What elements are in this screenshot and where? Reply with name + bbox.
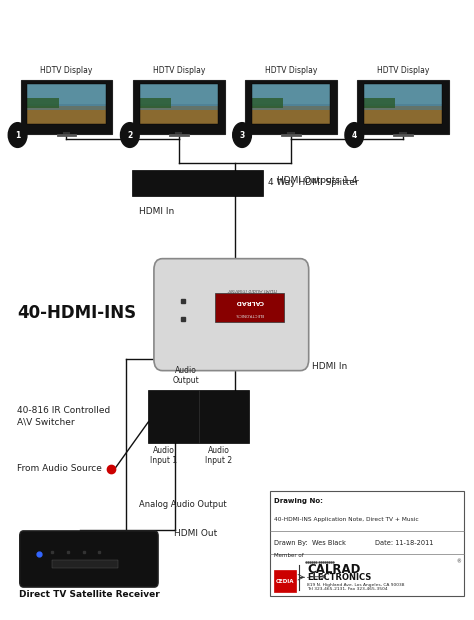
Text: ELECTRONICS: ELECTRONICS <box>307 574 372 582</box>
Text: Tel 323-465-2131, Fax 323-465-3504: Tel 323-465-2131, Fax 323-465-3504 <box>307 587 388 591</box>
Bar <box>140 84 218 106</box>
Text: Drawn By:  Wes Black: Drawn By: Wes Black <box>273 540 346 546</box>
Bar <box>140 98 171 108</box>
Bar <box>252 84 330 124</box>
Text: HDTV Display: HDTV Display <box>377 66 429 75</box>
Text: HDMI Outputs 1-4: HDMI Outputs 1-4 <box>277 175 357 185</box>
Bar <box>252 104 330 110</box>
FancyBboxPatch shape <box>245 80 337 134</box>
Bar <box>252 106 330 124</box>
FancyBboxPatch shape <box>133 80 225 134</box>
Bar <box>27 84 106 124</box>
Bar <box>364 104 442 110</box>
Circle shape <box>8 123 27 148</box>
Text: Audio
Input 1: Audio Input 1 <box>150 446 177 466</box>
Circle shape <box>345 123 364 148</box>
Bar <box>270 490 464 596</box>
Text: 3: 3 <box>239 131 245 140</box>
FancyBboxPatch shape <box>21 80 112 134</box>
Text: Direct TV Satellite Receiver: Direct TV Satellite Receiver <box>18 590 159 599</box>
Circle shape <box>120 123 139 148</box>
Text: From Audio Source: From Audio Source <box>18 464 102 474</box>
Text: HDMI Out: HDMI Out <box>174 529 217 538</box>
Bar <box>273 570 296 592</box>
Text: HDMI Audio Inserter: HDMI Audio Inserter <box>228 287 276 292</box>
Text: ®: ® <box>457 559 462 564</box>
Text: 4: 4 <box>352 131 357 140</box>
Bar <box>364 84 442 124</box>
Bar <box>27 98 59 108</box>
Text: HDTV Display: HDTV Display <box>265 66 317 75</box>
Text: 1: 1 <box>15 131 20 140</box>
Text: HDMI In: HDMI In <box>312 363 347 371</box>
Text: Audio
Output: Audio Output <box>173 366 199 386</box>
Text: 819 N. Highland Ave. Los Angeles, CA 90038: 819 N. Highland Ave. Los Angeles, CA 900… <box>307 583 405 587</box>
Text: HDMI Out: HDMI Out <box>204 259 248 268</box>
Bar <box>140 84 218 124</box>
Text: Audio
Input 2: Audio Input 2 <box>205 446 232 466</box>
FancyBboxPatch shape <box>357 80 449 134</box>
Bar <box>364 98 395 108</box>
Text: CEDIA: CEDIA <box>275 578 294 584</box>
Bar <box>148 391 249 443</box>
Text: HDTV Display: HDTV Display <box>153 66 205 75</box>
Text: CALRAD: CALRAD <box>235 299 264 304</box>
Text: CALRAD: CALRAD <box>307 564 361 577</box>
Bar <box>140 106 218 124</box>
Text: 40-816 IR Controlled
A\V Switcher: 40-816 IR Controlled A\V Switcher <box>18 406 110 427</box>
Bar <box>252 84 330 106</box>
Bar <box>252 98 283 108</box>
Text: 2: 2 <box>127 131 132 140</box>
Text: Member of: Member of <box>273 554 303 559</box>
Text: Date: 11-18-2011: Date: 11-18-2011 <box>374 540 433 546</box>
Text: 4 Way HDMI Splitter: 4 Way HDMI Splitter <box>267 178 358 187</box>
Bar <box>27 84 106 106</box>
Text: ELECTRONICS: ELECTRONICS <box>235 312 264 316</box>
Text: HDMI In: HDMI In <box>139 206 174 216</box>
Text: Drawing No:: Drawing No: <box>273 498 322 504</box>
Text: Analog Audio Output: Analog Audio Output <box>139 500 227 510</box>
Bar <box>140 104 218 110</box>
Bar <box>364 84 442 106</box>
Text: HDTV Display: HDTV Display <box>40 66 92 75</box>
Bar <box>364 106 442 124</box>
Text: 40-HDMI-INS: 40-HDMI-INS <box>18 304 137 322</box>
Bar <box>52 560 118 569</box>
FancyBboxPatch shape <box>154 259 309 371</box>
Bar <box>132 170 263 195</box>
Bar <box>27 104 106 110</box>
Bar <box>27 106 106 124</box>
Circle shape <box>233 123 251 148</box>
Bar <box>215 293 284 322</box>
FancyBboxPatch shape <box>20 531 158 587</box>
Text: 40-HDMI-INS Application Note, Direct TV + Music: 40-HDMI-INS Application Note, Direct TV … <box>273 516 418 521</box>
